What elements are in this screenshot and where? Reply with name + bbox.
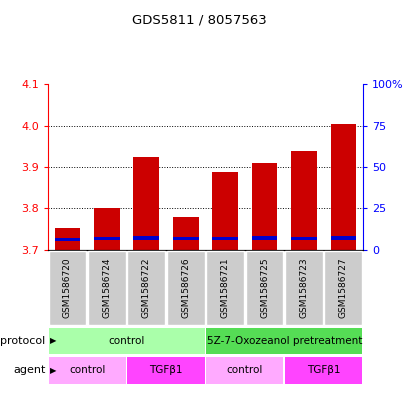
Bar: [331, 124, 356, 250]
Text: 5Z-7-Oxozeanol pretreatment: 5Z-7-Oxozeanol pretreatment: [207, 336, 362, 346]
Bar: [134, 236, 159, 240]
Bar: [94, 208, 120, 250]
Bar: [173, 237, 198, 241]
Bar: [206, 251, 244, 325]
Bar: [167, 251, 205, 325]
Text: protocol: protocol: [0, 336, 46, 346]
Text: ▶: ▶: [50, 366, 56, 375]
Bar: [49, 251, 86, 325]
Bar: [291, 151, 317, 250]
Bar: [252, 163, 277, 250]
Bar: [134, 157, 159, 250]
Text: GSM1586726: GSM1586726: [181, 257, 190, 318]
Text: GSM1586727: GSM1586727: [339, 257, 348, 318]
Bar: [127, 251, 165, 325]
Text: GSM1586721: GSM1586721: [221, 257, 229, 318]
Bar: [55, 228, 80, 250]
Text: TGFβ1: TGFβ1: [149, 365, 183, 375]
Text: control: control: [69, 365, 105, 375]
Bar: [49, 328, 205, 354]
Bar: [285, 251, 323, 325]
Bar: [331, 236, 356, 240]
Bar: [285, 357, 362, 384]
Bar: [252, 236, 277, 240]
Bar: [212, 172, 238, 250]
Text: agent: agent: [13, 365, 46, 375]
Text: control: control: [108, 336, 145, 346]
Bar: [94, 237, 120, 241]
Bar: [173, 217, 198, 250]
Bar: [246, 251, 283, 325]
Text: TGFβ1: TGFβ1: [307, 365, 340, 375]
Text: GSM1586724: GSM1586724: [103, 258, 111, 318]
Bar: [127, 357, 205, 384]
Bar: [291, 237, 317, 241]
Bar: [49, 357, 126, 384]
Text: GSM1586722: GSM1586722: [142, 258, 151, 318]
Bar: [88, 251, 126, 325]
Bar: [325, 251, 362, 325]
Bar: [206, 357, 283, 384]
Text: GSM1586720: GSM1586720: [63, 257, 72, 318]
Text: GSM1586725: GSM1586725: [260, 257, 269, 318]
Bar: [55, 238, 80, 241]
Bar: [206, 328, 362, 354]
Text: GSM1586723: GSM1586723: [300, 257, 308, 318]
Text: control: control: [227, 365, 263, 375]
Bar: [212, 237, 238, 241]
Text: GDS5811 / 8057563: GDS5811 / 8057563: [132, 14, 266, 27]
Text: ▶: ▶: [50, 336, 56, 345]
